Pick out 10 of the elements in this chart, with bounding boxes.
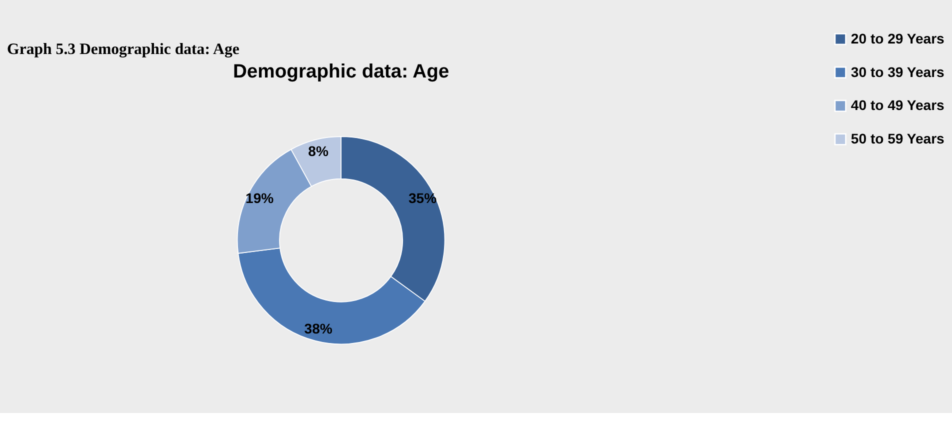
data-label: 8% <box>308 143 329 160</box>
data-label: 38% <box>304 320 333 336</box>
legend-label: 30 to 39 Years <box>850 64 945 80</box>
legend-label: 50 to 59 Years <box>850 130 945 147</box>
data-label: 35% <box>408 190 438 206</box>
caption: Graph 5.3 Demographic data: Age <box>7 40 240 58</box>
legend-label: 40 to 49 Years <box>850 97 945 114</box>
legend-label: 20 to 29 Years <box>850 30 945 46</box>
text: Demographic data: Age <box>232 62 450 83</box>
data-label: 19% <box>246 190 274 206</box>
